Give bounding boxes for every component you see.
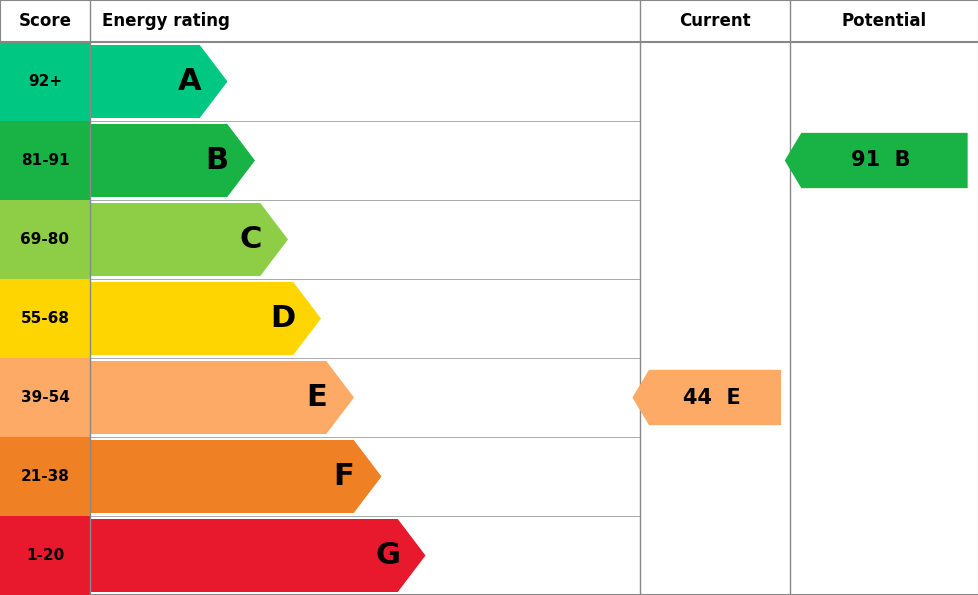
Polygon shape [784, 133, 966, 188]
Text: F: F [333, 462, 354, 491]
Text: 92+: 92+ [28, 74, 62, 89]
Text: G: G [375, 541, 400, 570]
Polygon shape [90, 361, 354, 434]
Text: Energy rating: Energy rating [102, 12, 230, 30]
Bar [0, 200, 90, 279]
Polygon shape [90, 282, 321, 355]
Text: 55-68: 55-68 [21, 311, 69, 326]
Text: 1-20: 1-20 [25, 548, 65, 563]
Bar [0, 121, 90, 200]
Bar [0, 358, 90, 437]
Bar [0, 279, 90, 358]
Text: A: A [178, 67, 201, 96]
Text: C: C [239, 225, 261, 254]
Text: Potential: Potential [841, 12, 926, 30]
Text: E: E [305, 383, 327, 412]
Text: 69-80: 69-80 [21, 232, 69, 247]
Polygon shape [90, 124, 254, 197]
Polygon shape [90, 45, 227, 118]
Text: Score: Score [19, 12, 71, 30]
Bar [0, 516, 90, 595]
Text: B: B [205, 146, 229, 175]
Text: Current: Current [679, 12, 750, 30]
Polygon shape [90, 519, 425, 592]
Bar [0, 437, 90, 516]
Bar [0, 42, 90, 121]
Text: 21-38: 21-38 [21, 469, 69, 484]
Polygon shape [632, 370, 780, 425]
Polygon shape [90, 440, 381, 513]
Text: 81-91: 81-91 [21, 153, 69, 168]
Text: 91  B: 91 B [851, 151, 910, 171]
Text: D: D [270, 304, 295, 333]
Polygon shape [90, 203, 288, 276]
Text: 44  E: 44 E [682, 387, 739, 408]
Text: 39-54: 39-54 [21, 390, 69, 405]
